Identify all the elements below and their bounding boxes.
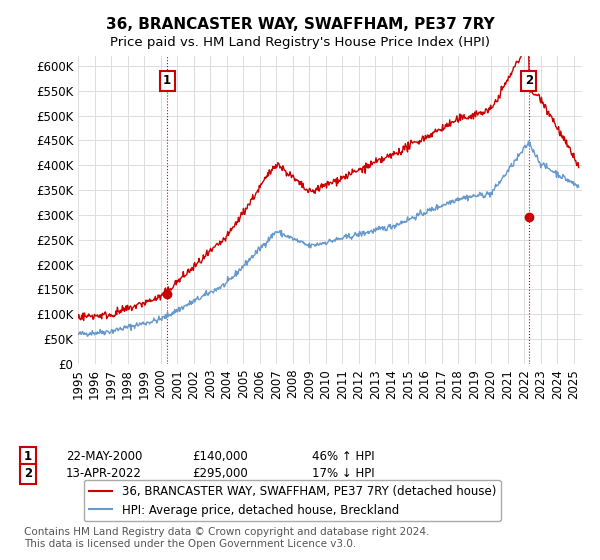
Text: 17% ↓ HPI: 17% ↓ HPI: [312, 467, 374, 480]
Text: £140,000: £140,000: [192, 450, 248, 463]
Text: 46% ↑ HPI: 46% ↑ HPI: [312, 450, 374, 463]
Text: 22-MAY-2000: 22-MAY-2000: [66, 450, 142, 463]
Legend: 36, BRANCASTER WAY, SWAFFHAM, PE37 7RY (detached house), HPI: Average price, det: 36, BRANCASTER WAY, SWAFFHAM, PE37 7RY (…: [84, 480, 501, 521]
Text: 36, BRANCASTER WAY, SWAFFHAM, PE37 7RY: 36, BRANCASTER WAY, SWAFFHAM, PE37 7RY: [106, 17, 494, 32]
Text: 2: 2: [525, 74, 533, 87]
Text: 1: 1: [163, 74, 171, 87]
Text: Contains HM Land Registry data © Crown copyright and database right 2024.
This d: Contains HM Land Registry data © Crown c…: [24, 527, 430, 549]
Text: 1: 1: [24, 450, 32, 463]
Text: £295,000: £295,000: [192, 467, 248, 480]
Text: 2: 2: [24, 467, 32, 480]
Text: Price paid vs. HM Land Registry's House Price Index (HPI): Price paid vs. HM Land Registry's House …: [110, 36, 490, 49]
Text: 13-APR-2022: 13-APR-2022: [66, 467, 142, 480]
